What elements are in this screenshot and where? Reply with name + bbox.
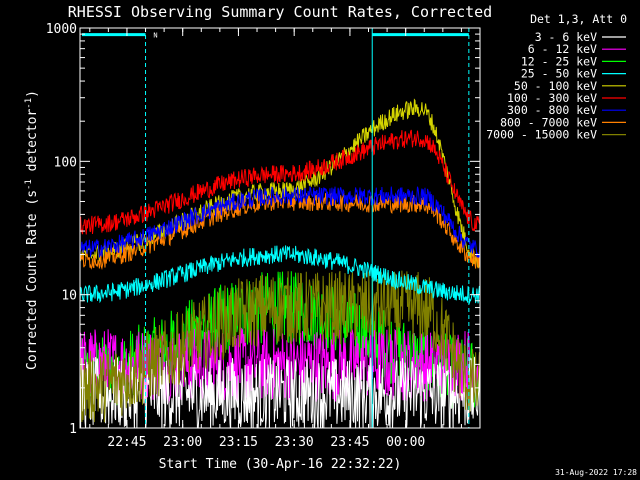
series-line — [80, 245, 480, 304]
x-tick-label: 00:00 — [386, 435, 425, 450]
legend-label: 6 - 12 keV — [528, 42, 597, 56]
legend-label: 25 - 50 keV — [521, 67, 597, 81]
flag-label: N — [153, 32, 157, 40]
overlay-layer: N — [82, 28, 470, 428]
legend-label: 12 - 25 keV — [521, 54, 597, 68]
series-layer — [80, 98, 480, 428]
x-axis-label: Start Time (30-Apr-16 22:32:22) — [159, 457, 402, 472]
series-line — [80, 356, 480, 428]
legend-label: 7000 - 15000 keV — [486, 128, 597, 142]
x-tick-label: 23:30 — [275, 435, 314, 450]
x-tick-label: 23:15 — [219, 435, 258, 450]
y-tick-label: 100 — [54, 155, 77, 170]
chart-title: RHESSI Observing Summary Count Rates, Co… — [68, 3, 492, 21]
x-tick-label: 23:00 — [163, 435, 202, 450]
axes-layer: 22:45 23:00 23:15 23:30 23:45 00:00 1 10 100 1000 — [46, 22, 481, 450]
plot-frame — [79, 27, 481, 429]
series-line — [80, 270, 480, 423]
series-line — [80, 129, 480, 235]
y-tick-label: 1000 — [46, 22, 77, 37]
legend-label: 800 - 7000 keV — [500, 115, 597, 129]
series-line — [80, 186, 480, 259]
legend-label: 50 - 100 keV — [514, 79, 597, 93]
y-axis-label: Corrected Count Rate (s-1 detector-1) — [24, 90, 40, 370]
legend-label: 300 - 800 keV — [507, 103, 597, 117]
legend-label: 100 - 300 keV — [507, 91, 597, 105]
legend-header: Det 1,3, Att 0 — [530, 12, 627, 26]
y-tick-label: 1 — [69, 422, 77, 437]
y-tick-label: 10 — [61, 289, 77, 304]
x-tick-label: 22:45 — [107, 435, 146, 450]
series-line — [80, 327, 480, 404]
x-tick-label: 23:45 — [330, 435, 369, 450]
legend-label: 3 - 6 keV — [535, 30, 597, 44]
generation-timestamp: 31-Aug-2022 17:28 — [555, 468, 637, 477]
